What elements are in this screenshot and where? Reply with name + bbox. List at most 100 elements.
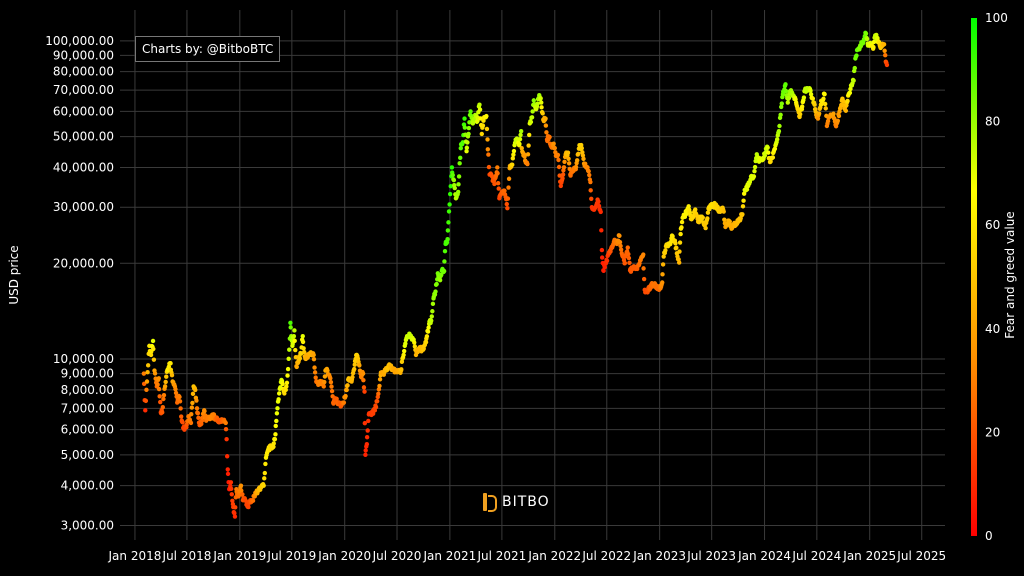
data-point: [297, 356, 303, 361]
colorbar-tick-label: 40: [985, 322, 1000, 336]
data-point: [223, 420, 228, 426]
data-point: [778, 112, 783, 118]
data-point: [511, 148, 517, 154]
data-point: [352, 362, 357, 367]
colorbar-title: Fear and greed value: [1003, 211, 1017, 338]
data-point: [449, 165, 455, 170]
colorbar-tick-label: 80: [985, 115, 1000, 129]
data-point: [574, 158, 580, 163]
y-tick-label: 90,000.00: [53, 48, 114, 62]
data-point: [519, 145, 524, 151]
data-point: [362, 389, 367, 394]
data-point: [148, 352, 154, 358]
data-point: [423, 339, 429, 345]
data-point: [715, 204, 720, 210]
data-point: [373, 404, 379, 410]
data-point: [526, 143, 531, 148]
data-point: [232, 510, 237, 516]
data-point: [854, 53, 859, 58]
data-point: [684, 211, 689, 217]
x-tick-label: Jul 2023: [686, 549, 736, 563]
data-point: [843, 108, 849, 113]
data-point: [282, 391, 287, 396]
data-point: [703, 225, 708, 231]
data-point: [485, 147, 491, 152]
data-point: [376, 387, 382, 392]
data-point: [322, 374, 328, 379]
data-point: [450, 172, 455, 178]
y-tick-label: 3,000.00: [61, 518, 114, 532]
data-point: [599, 247, 605, 253]
data-point: [601, 268, 606, 274]
data-point: [194, 398, 199, 403]
data-point: [328, 379, 334, 385]
data-point: [526, 132, 532, 138]
x-tick-label: Jan 2020: [317, 549, 371, 563]
data-point: [334, 396, 339, 402]
data-point: [456, 189, 461, 195]
data-point: [452, 185, 457, 191]
data-point: [403, 341, 408, 346]
colorbar-tick-label: 20: [985, 425, 1000, 439]
data-point: [447, 202, 452, 207]
data-point: [364, 434, 370, 440]
data-point: [230, 498, 235, 504]
data-point: [361, 377, 366, 383]
data-point: [505, 196, 511, 201]
data-point: [196, 415, 201, 421]
data-point: [468, 109, 473, 114]
data-point: [847, 90, 853, 96]
data-point: [562, 159, 567, 164]
data-point: [300, 339, 306, 345]
data-point: [495, 171, 500, 176]
data-point: [433, 289, 438, 294]
data-point: [363, 452, 368, 458]
data-point: [477, 102, 482, 107]
data-point: [617, 239, 623, 245]
y-tick-labels: 3,000.00 4,000.00 5,000.00 6,000.00 7,000.00…: [45, 34, 114, 533]
data-point: [145, 363, 151, 368]
data-point: [565, 150, 571, 155]
data-point: [276, 397, 281, 402]
data-point: [464, 145, 470, 150]
data-point: [374, 398, 380, 404]
data-point: [808, 92, 814, 97]
data-point: [143, 408, 148, 413]
data-point: [852, 65, 857, 71]
data-point: [831, 111, 836, 116]
data-point: [429, 318, 434, 323]
data-point: [329, 384, 334, 389]
data-point: [561, 165, 567, 170]
data-point: [441, 268, 447, 274]
data-point: [274, 418, 279, 424]
data-point: [229, 486, 234, 492]
x-tick-label: Jan 2021: [422, 549, 476, 563]
data-point: [557, 173, 562, 178]
y-tick-label: 8,000.00: [61, 383, 114, 397]
data-point: [325, 368, 330, 373]
data-point: [740, 204, 746, 209]
data-point: [458, 145, 464, 151]
data-point: [445, 228, 451, 233]
y-tick-label: 30,000.00: [53, 200, 114, 214]
y-tick-label: 50,000.00: [53, 130, 114, 144]
data-point: [786, 95, 792, 101]
data-point: [283, 387, 289, 393]
colorbar-tick-label: 60: [985, 218, 1000, 232]
data-point: [558, 183, 564, 189]
data-point: [169, 372, 175, 378]
data-point: [233, 505, 238, 510]
data-point: [543, 123, 549, 128]
data-point: [456, 182, 461, 187]
data-point: [457, 161, 462, 166]
y-tick-label: 60,000.00: [53, 104, 114, 118]
data-point: [576, 151, 581, 157]
data-point: [189, 411, 194, 417]
data-point: [357, 363, 362, 368]
data-point: [177, 394, 182, 400]
data-point: [530, 109, 535, 114]
data-point: [439, 272, 444, 278]
data-point: [522, 154, 527, 159]
data-point: [700, 215, 705, 220]
data-point: [446, 220, 451, 225]
